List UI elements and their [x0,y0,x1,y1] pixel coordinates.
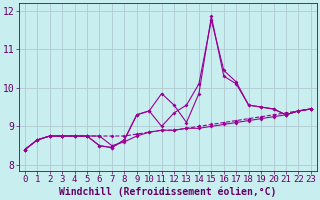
X-axis label: Windchill (Refroidissement éolien,°C): Windchill (Refroidissement éolien,°C) [59,187,276,197]
